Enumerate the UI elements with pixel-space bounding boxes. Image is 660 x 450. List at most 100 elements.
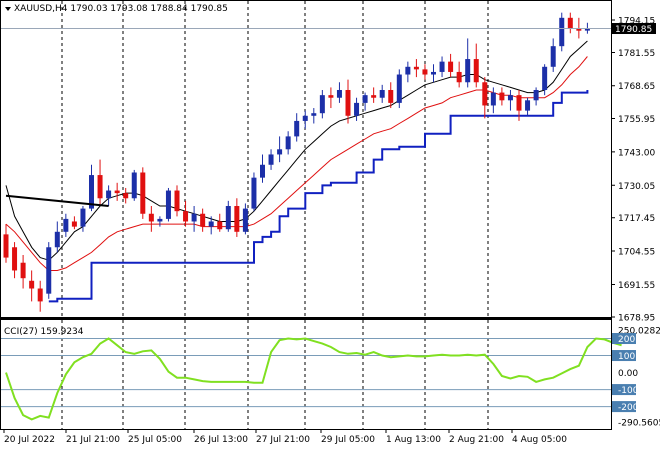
candle-body — [379, 89, 385, 98]
candle — [225, 200, 231, 232]
candle-body — [396, 74, 402, 103]
candle — [46, 242, 52, 299]
candle — [396, 69, 402, 109]
candle-body — [29, 280, 35, 289]
trendline[interactable] — [5, 194, 109, 208]
candle — [328, 87, 334, 109]
time-tick-label: 2 Aug 21:00 — [449, 435, 504, 445]
price-axis[interactable]: 1794.15 1781.55 1768.65 1755.95 1743.00 1730.… — [611, 17, 655, 324]
price-tick-label: 1678.95 — [618, 314, 655, 324]
candle — [29, 270, 35, 302]
candle — [388, 82, 394, 109]
candle-body — [131, 172, 137, 199]
candle-body — [234, 206, 240, 232]
time-tick-label: 29 Jul 05:00 — [321, 435, 375, 445]
black-ma-series — [5, 40, 588, 261]
candle-body — [183, 211, 189, 222]
candle-body — [71, 221, 77, 227]
candle — [533, 87, 539, 106]
candle-body — [174, 190, 180, 212]
trendline-segment — [5, 194, 109, 208]
candle — [123, 187, 129, 204]
candle-body — [499, 92, 505, 101]
blue-line-series — [48, 90, 589, 303]
cci-level-tag — [612, 401, 636, 413]
time-tick-label: 4 Aug 05:00 — [512, 435, 567, 445]
candle — [183, 200, 189, 227]
candle-body — [576, 28, 582, 31]
red-ma-series — [5, 56, 588, 271]
candle-body — [191, 213, 197, 222]
candle-body — [448, 61, 454, 72]
candle — [174, 185, 180, 217]
cci-series — [5, 337, 622, 421]
candle-body — [165, 190, 171, 219]
candle — [413, 59, 419, 78]
time-tick-label: 20 Jul 2022 — [4, 435, 55, 445]
candle — [54, 221, 60, 253]
candle — [482, 77, 488, 119]
candle-body — [465, 59, 471, 83]
candle — [157, 216, 163, 227]
pane-separator[interactable] — [0, 317, 612, 320]
candle — [294, 113, 300, 142]
current-price-tag: 1790.85 — [612, 23, 656, 35]
blue-line — [48, 90, 589, 303]
candle — [191, 206, 197, 232]
cci-label: CCI(27) 159.9234 — [4, 327, 84, 337]
symbol-header: XAUUSD,H4 1790.03 1793.08 1788.84 1790.8… — [5, 4, 228, 14]
candle-body — [106, 190, 112, 199]
candle — [140, 167, 146, 219]
candle-body — [473, 59, 479, 83]
candle-body — [490, 92, 496, 106]
candle — [507, 89, 513, 111]
candle-body — [217, 221, 223, 230]
candle — [516, 89, 522, 121]
cci-tick-label: 0.00 — [618, 369, 638, 379]
candle — [499, 87, 505, 106]
candle-body — [225, 206, 231, 230]
price-tick-label: 1730.05 — [618, 182, 655, 192]
candle-body — [431, 71, 436, 75]
candle — [550, 38, 556, 72]
candle — [208, 216, 214, 235]
candle — [362, 92, 368, 111]
candle-body — [157, 218, 163, 222]
candle — [131, 169, 137, 201]
candle-body — [542, 66, 548, 90]
candle — [431, 64, 436, 83]
candle-body — [405, 66, 411, 75]
candle — [106, 185, 112, 207]
candle — [200, 208, 206, 232]
price-tick-label: 1704.55 — [618, 248, 655, 258]
candle — [114, 182, 120, 201]
price-tick-label: 1794.15 — [618, 17, 655, 27]
cci-tick-label: -200 — [618, 403, 639, 413]
price-plot[interactable] — [1, 1, 611, 317]
cci-plot[interactable] — [1, 320, 622, 429]
candle — [405, 61, 411, 83]
candle-body — [148, 213, 154, 222]
candle — [525, 97, 531, 116]
candle — [379, 84, 385, 103]
candle-body — [550, 46, 556, 67]
candle-body — [422, 69, 428, 75]
price-tick-label: 1743.00 — [618, 148, 655, 158]
candle-body — [251, 177, 257, 209]
candle-body — [114, 190, 120, 194]
candle-body — [311, 113, 317, 116]
time-axis[interactable]: 20 Jul 2022 21 Jul 21:00 25 Jul 05:00 26 Ju… — [3, 429, 567, 445]
candle-body — [525, 100, 531, 111]
cci-level-tag — [612, 350, 636, 362]
symbol-info: XAUUSD,H4 1790.03 1793.08 1788.84 1790.8… — [14, 4, 228, 14]
candle-body — [80, 208, 86, 227]
candle-body — [533, 89, 539, 101]
triangle-down-icon[interactable] — [5, 7, 11, 11]
candle — [336, 82, 342, 103]
cci-tick-label: 200 — [618, 335, 635, 345]
candle — [285, 131, 291, 155]
candle — [251, 172, 257, 212]
candle — [542, 64, 548, 96]
